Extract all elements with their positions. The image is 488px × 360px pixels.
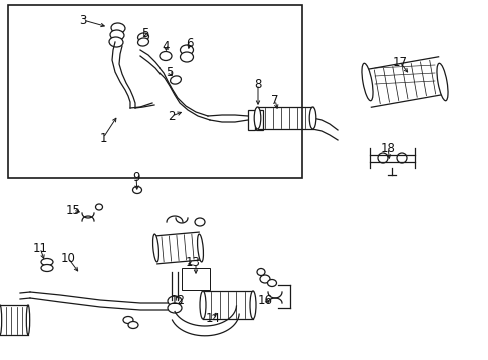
- Ellipse shape: [361, 63, 372, 101]
- Ellipse shape: [257, 269, 264, 275]
- Text: 12: 12: [170, 293, 185, 306]
- Ellipse shape: [180, 45, 193, 55]
- Text: 16: 16: [257, 293, 272, 306]
- Ellipse shape: [168, 303, 182, 313]
- Ellipse shape: [377, 153, 387, 163]
- Text: 11: 11: [32, 242, 47, 255]
- Ellipse shape: [180, 52, 193, 62]
- Bar: [247, 110, 254, 130]
- Ellipse shape: [249, 291, 256, 319]
- Text: 17: 17: [392, 55, 407, 68]
- Ellipse shape: [267, 279, 276, 287]
- Bar: [256, 110, 263, 130]
- Ellipse shape: [195, 218, 204, 226]
- Ellipse shape: [254, 107, 260, 129]
- Bar: [182, 268, 209, 290]
- Ellipse shape: [168, 296, 182, 306]
- Ellipse shape: [160, 51, 172, 60]
- Ellipse shape: [111, 23, 125, 33]
- Ellipse shape: [41, 265, 53, 271]
- Ellipse shape: [170, 76, 181, 84]
- Ellipse shape: [197, 234, 203, 262]
- Text: 6: 6: [186, 36, 193, 50]
- Text: 18: 18: [380, 141, 395, 154]
- Ellipse shape: [308, 107, 315, 129]
- Ellipse shape: [123, 316, 133, 324]
- Text: 8: 8: [254, 77, 261, 90]
- Ellipse shape: [95, 204, 102, 210]
- Text: 13: 13: [185, 256, 200, 270]
- Text: 5: 5: [141, 27, 148, 40]
- Ellipse shape: [436, 63, 447, 101]
- Ellipse shape: [200, 291, 205, 319]
- Ellipse shape: [137, 38, 148, 46]
- Text: 4: 4: [162, 40, 169, 53]
- Text: 3: 3: [79, 14, 86, 27]
- Text: 2: 2: [168, 109, 175, 122]
- Ellipse shape: [110, 30, 124, 40]
- Ellipse shape: [152, 234, 158, 262]
- Bar: [8, 5, 302, 178]
- Text: 9: 9: [132, 171, 140, 184]
- Ellipse shape: [260, 275, 269, 283]
- Text: 1: 1: [99, 131, 106, 144]
- Text: 7: 7: [271, 94, 278, 107]
- Text: 14: 14: [205, 311, 220, 324]
- Ellipse shape: [137, 33, 148, 41]
- Ellipse shape: [41, 258, 53, 266]
- Ellipse shape: [109, 37, 123, 47]
- Text: 15: 15: [65, 203, 80, 216]
- Text: 10: 10: [61, 252, 75, 265]
- Ellipse shape: [0, 305, 1, 335]
- Ellipse shape: [132, 186, 141, 194]
- Ellipse shape: [396, 153, 406, 163]
- Ellipse shape: [128, 321, 138, 328]
- Text: 5: 5: [166, 66, 173, 78]
- Ellipse shape: [26, 305, 30, 335]
